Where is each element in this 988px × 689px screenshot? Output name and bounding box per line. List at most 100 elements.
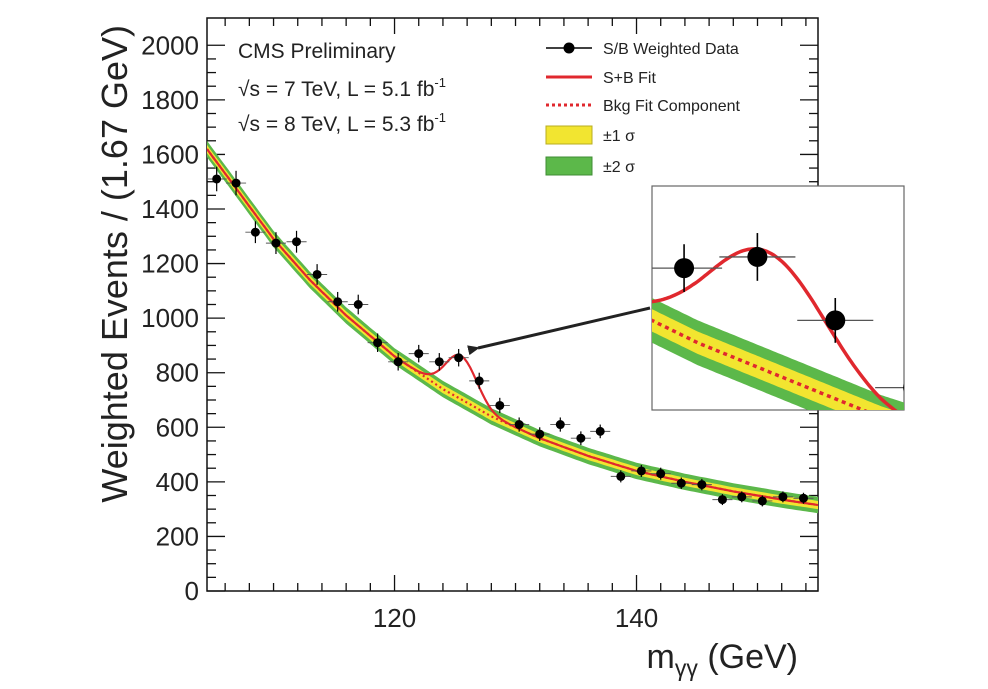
run1-text: √s = 7 TeV, L = 5.1 fb <box>238 78 434 101</box>
y-tick-label: 400 <box>156 467 199 497</box>
data-point <box>412 190 488 241</box>
data-point <box>225 170 247 196</box>
x-tick-label: 120 <box>373 603 416 633</box>
data-point <box>307 264 328 285</box>
data-point <box>691 478 712 491</box>
data-point <box>265 232 287 255</box>
data-point <box>652 244 723 293</box>
legend-label-fit: S+B Fit <box>603 70 656 87</box>
data-point <box>719 233 796 281</box>
bkg-fit-line <box>652 318 868 410</box>
data-marker <box>596 236 616 256</box>
signal-plus-bkg-fit-line <box>652 247 898 410</box>
data-point <box>348 294 369 315</box>
legend-label-band2: ±2 σ <box>603 159 635 176</box>
data-point <box>489 397 510 414</box>
data-marker <box>595 426 605 436</box>
legend-band1-swatch <box>545 125 593 145</box>
y-axis-title: Weighted Events / (1.67 GeV) <box>94 25 135 503</box>
data-point <box>610 470 631 483</box>
data-marker <box>434 357 444 367</box>
data-point <box>570 431 591 446</box>
data-marker <box>454 353 464 363</box>
data-marker <box>778 492 788 502</box>
data-marker <box>211 19 231 39</box>
data-marker <box>798 493 808 503</box>
data-marker <box>747 246 768 267</box>
data-point <box>875 383 904 392</box>
legend-label-band1: ±1 σ <box>603 128 635 145</box>
y-tick-label: 200 <box>156 521 199 551</box>
data-point <box>568 222 644 270</box>
data-marker <box>212 174 222 184</box>
data-marker <box>717 495 727 505</box>
data-marker <box>271 238 281 248</box>
data-marker <box>440 206 460 226</box>
data-point <box>529 427 550 441</box>
data-marker <box>976 430 988 450</box>
data-point <box>797 298 874 343</box>
x-axis-title: mγγ (GeV) <box>647 638 798 681</box>
y-tick-label: 600 <box>156 412 199 442</box>
data-point <box>367 333 388 352</box>
fit-curves <box>207 148 818 507</box>
data-marker <box>825 310 846 331</box>
y-tick-label: 0 <box>185 576 199 606</box>
run2-label: √s = 8 TeV, L = 5.3 fb-1 <box>238 110 446 136</box>
data-point <box>327 291 348 312</box>
data-point <box>752 495 773 507</box>
data-marker <box>333 297 343 307</box>
data-point <box>772 491 793 503</box>
signal-plus-bkg-fit-line <box>207 148 818 507</box>
inset-fit-curves <box>652 247 898 410</box>
x-tick-label: 140 <box>615 603 658 633</box>
legend-data-marker <box>563 42 575 54</box>
data-point <box>712 494 733 506</box>
y-axis: 0 200 400 600 800 1000 1200 1400 1600 1800 2000 <box>141 30 818 606</box>
y-tick-label: 2000 <box>141 30 199 60</box>
data-marker <box>474 376 484 386</box>
inset-data-points <box>211 19 988 459</box>
data-marker <box>903 383 904 392</box>
y-tick-label: 1400 <box>141 194 199 224</box>
run1-label: √s = 7 TeV, L = 5.1 fb-1 <box>238 75 446 101</box>
legend-label-bkg: Bkg Fit Component <box>603 98 741 115</box>
data-point <box>509 417 530 432</box>
data-point <box>207 166 227 192</box>
y-tick-label: 1000 <box>141 303 199 333</box>
legend: S/B Weighted Data S+B Fit Bkg Fit Compon… <box>545 41 741 176</box>
data-point <box>731 491 752 503</box>
data-point <box>650 467 671 480</box>
run1-unit-exponent: -1 <box>434 75 446 90</box>
experiment-label: CMS Preliminary <box>238 40 396 63</box>
data-marker <box>535 429 545 439</box>
data-point <box>948 420 988 459</box>
data-marker <box>312 269 322 279</box>
y-tick-label: 1800 <box>141 85 199 115</box>
data-point <box>793 492 814 504</box>
y-tick-label: 1200 <box>141 249 199 279</box>
data-marker <box>231 178 241 188</box>
data-point <box>245 221 266 244</box>
data-marker <box>674 258 695 279</box>
data-point <box>388 353 409 371</box>
band-2sigma <box>652 298 904 410</box>
data-point <box>429 353 450 371</box>
zoom-arrow <box>467 306 651 356</box>
data-marker <box>697 480 707 490</box>
data-marker <box>737 492 747 502</box>
y-tick-label: 1600 <box>141 139 199 169</box>
data-marker <box>616 471 626 481</box>
data-point <box>286 230 307 253</box>
run2-text: √s = 8 TeV, L = 5.3 fb <box>238 113 434 136</box>
data-marker <box>636 466 646 476</box>
data-marker <box>414 349 424 359</box>
data-point <box>408 344 429 363</box>
y-tick-label: 800 <box>156 358 199 388</box>
inset-uncertainty-bands <box>652 298 904 410</box>
data-marker <box>353 300 363 309</box>
data-marker <box>250 227 260 237</box>
data-marker <box>576 433 586 443</box>
legend-label-data: S/B Weighted Data <box>603 41 739 58</box>
